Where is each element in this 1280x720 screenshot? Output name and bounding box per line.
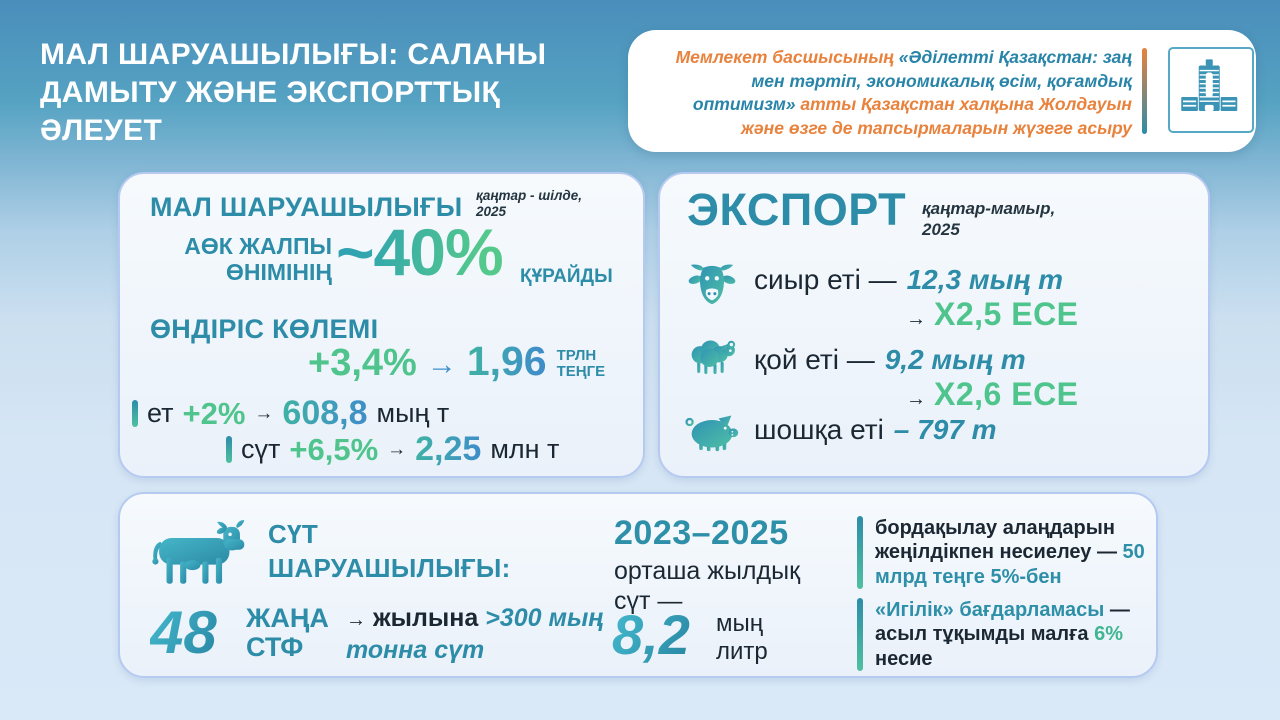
multiplier-value: X2,5 ЕСЕ [934,296,1079,332]
bullet-teal-text: «Игілік» бағдарламасы [875,599,1105,621]
beef-export-row: сиыр еті — 12,3 мың т [754,264,1063,296]
multiplier-value: X2,6 ЕСЕ [934,376,1079,412]
export-value: 9,2 мың т [884,344,1026,375]
result-value: >300 мың тонна сүт [346,604,604,664]
farms-label: ЖАҢА СТФ [246,603,329,663]
share-value: ~40% [336,215,504,289]
result-prefix: жылына [366,604,486,632]
export-value: – 797 т [893,414,997,445]
bullet-bar-icon [226,436,232,463]
production-value: 1,96 [466,338,547,384]
production-growth: +3,4% [308,342,417,384]
export-heading: ЭКСПОРТ [687,184,907,235]
cow-head-icon [684,262,740,310]
notice-segment-quote: «Әділетті Қазақстан: заң мен тәртіп, эко… [692,47,1132,115]
bullet-bar-icon [857,598,863,672]
arrow-icon: → [346,609,366,631]
igilik-program-bullet: «Игілік» бағдарламасы — асыл тұқымды мал… [857,598,1157,672]
bullet-teal-text: 50 млрд теңге 5%-бен [875,541,1145,588]
presidential-address-note: Мемлекет басшысының «Әділетті Қазақстан:… [628,30,1256,152]
stat-label: сүт [241,434,281,464]
stat-unit: мың т [376,398,450,428]
farms-count: 48 [150,599,217,666]
export-period: қаңтар-мамыр, 2025 [922,199,1056,240]
livestock-card: МАЛ ШАРУАШЫЛЫҒЫ қаңтар - шілде, 2025 АӨК… [118,172,645,478]
bullet-dark-text: несие [875,647,933,670]
bullet-bar-icon [132,400,138,427]
stat-value: 2,25 [415,430,482,468]
arrow-icon: → [426,348,457,381]
production-stat: +3,4% → 1,96 ТРЛН ТЕҢГЕ [308,338,605,385]
farms-result: → жылына >300 мың тонна сүт [346,602,604,666]
export-card: ЭКСПОРТ қаңтар-мамыр, 2025 сиыр еті — [658,172,1210,478]
export-label: қой еті — [754,344,875,375]
arrow-icon: → [387,438,407,460]
arrow-icon: → [906,308,926,330]
stat-growth: +6,5% [289,431,379,467]
production-heading: ӨНДІРІС КӨЛЕМІ [150,314,379,344]
mutton-export-row: қой еті — 9,2 мың т [754,344,1026,376]
stat-value: 608,8 [282,394,368,432]
avg-milk-value: 8,2 [612,603,690,666]
pork-export-row: шошқа еті – 797 т [754,414,997,446]
avg-milk-unit: мың литр [716,610,768,666]
livestock-period: қаңтар - шілде, 2025 [476,188,583,220]
stat-unit: млн т [490,434,560,464]
production-unit: ТРЛН ТЕҢГЕ [556,347,606,380]
page-title: МАЛ ШАРУАШЫЛЫҒЫ: САЛАНЫ ДАМЫТУ ЖӘНЕ ЭКСП… [40,38,547,148]
export-label: шошқа еті [754,414,884,445]
milk-stat-row: сүт +6,5% → 2,25 млн т [226,430,559,469]
mutton-multiplier: → X2,6 ЕСЕ [906,376,1079,413]
livestock-heading: МАЛ ШАРУАШЫЛЫҒЫ [150,192,463,222]
share-suffix: ҚҰРАЙДЫ [520,266,613,287]
dairy-heading: СҮТ ШАРУАШЫЛЫҒЫ: [268,519,511,583]
avg-milk-label: орташа жылдық сүт — [614,557,801,615]
feedlot-credit-bullet: бордақылау алаңдарын жеңілдікпен несиеле… [857,516,1157,590]
arrow-icon: → [906,388,926,410]
meat-stat-row: ет +2% → 608,8 мың т [132,394,449,433]
beef-multiplier: → X2,5 ЕСЕ [906,296,1079,333]
pig-icon [684,410,740,458]
government-building-icon [1168,47,1254,133]
bullet-text: «Игілік» бағдарламасы — асыл тұқымды мал… [875,598,1157,671]
stat-label: ет [147,398,174,428]
notice-text: Мемлекет басшысының «Әділетті Қазақстан:… [650,46,1132,141]
bullet-green-text: 6% [1094,623,1123,646]
notice-segment-orange: Мемлекет басшысының [675,47,899,67]
vertical-divider [1142,48,1147,134]
dairy-card: СҮТ ШАРУАШЫЛЫҒЫ: 48 ЖАҢА СТФ → жылына >3… [118,492,1158,678]
notice-segment-orange-2: атты Қазақстан халқына Жолдауын және өзг… [741,94,1132,138]
stat-growth: +2% [182,395,246,431]
bullet-bar-icon [857,516,863,590]
cow-icon [148,516,256,594]
bullet-dark-text: бордақылау алаңдарын жеңілдікпен несиеле… [875,517,1123,564]
bullet-dark-text: — асыл тұқымды малға [875,599,1130,646]
share-label: АӨК ЖАЛПЫ ӨНІМІНІҢ [184,233,332,285]
bullet-text: бордақылау алаңдарын жеңілдікпен несиеле… [875,516,1157,589]
export-value: 12,3 мың т [906,264,1064,295]
export-label: сиыр еті — [754,264,897,295]
dairy-period: 2023–2025 [614,514,789,552]
sheep-icon [684,332,740,380]
arrow-icon: → [254,402,274,424]
